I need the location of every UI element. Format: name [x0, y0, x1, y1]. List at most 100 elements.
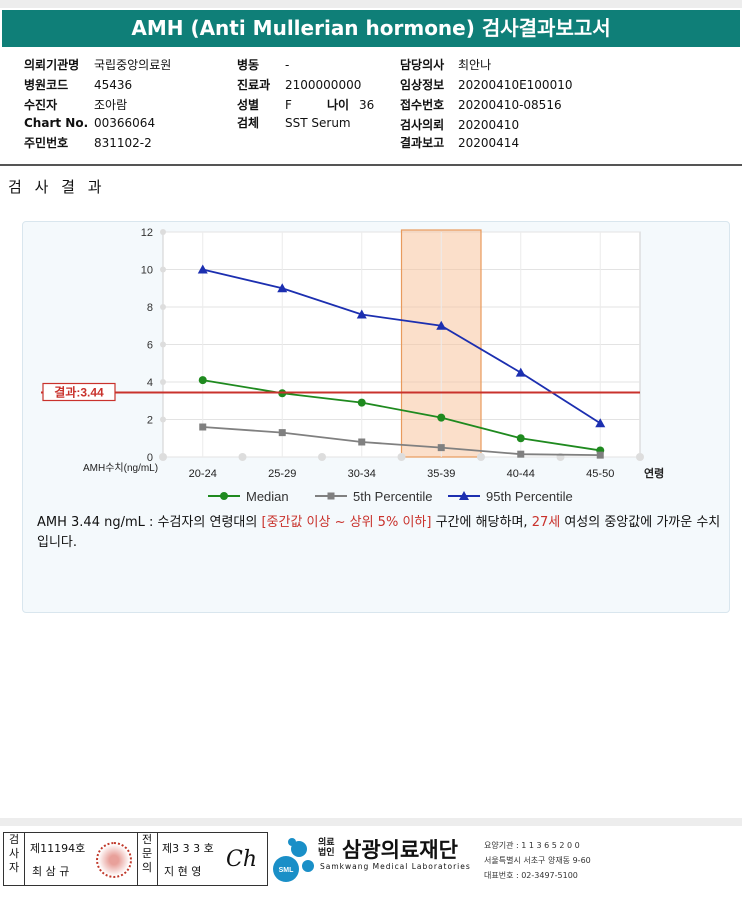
- info-value: 20200414: [458, 136, 520, 150]
- info-row: 병원코드 45436: [24, 76, 132, 93]
- y-tick-label: 0: [147, 452, 153, 464]
- data-point: [515, 367, 526, 377]
- amh-chart: 0 2 4 6 8 10 12 20-24 25-29 30-34 35-39 40-44 45-50 A…: [41, 227, 664, 504]
- examiner-number: 제11194호: [30, 842, 86, 855]
- org-contact: 요양기관 : 1 1 3 6 5 2 0 0 서울특별시 서초구 양재동 9-6…: [484, 838, 591, 883]
- x-tick-label: 40-44: [507, 468, 535, 480]
- age-label: 나이: [327, 98, 350, 112]
- info-value: 국립중앙의료원: [94, 58, 172, 72]
- info-row: 결과보고 20200414: [400, 134, 519, 151]
- info-label: 접수번호: [400, 98, 445, 112]
- result-label: 결과:3.44: [54, 385, 104, 400]
- info-label: 임상정보: [400, 78, 445, 92]
- info-label: 진료과: [237, 78, 271, 92]
- comment-text: 구간에 해당하며,: [431, 515, 532, 530]
- y-tick-dot: [160, 229, 166, 235]
- top-divider: [0, 0, 742, 8]
- info-value: 45436: [94, 78, 133, 92]
- x-tick-dot: [318, 453, 326, 461]
- info-label: 결과보고: [400, 136, 445, 150]
- y-tick-dot: [160, 304, 166, 310]
- org-type: 의료 법인: [318, 838, 340, 858]
- org-type-line: 의료: [318, 838, 335, 848]
- comment-text: AMH 3.44 ng/mL : 수검자의 연령대의: [37, 515, 262, 530]
- info-row: 검사의뢰 20200410: [400, 116, 519, 133]
- y-tick-dot: [160, 266, 166, 273]
- data-point: [357, 398, 366, 407]
- patient-info-panel: 의뢰기관명 국립중앙의료원 병원코드 45436 수진자 조아람 Chart No. 0…: [0, 50, 742, 166]
- data-point: [516, 434, 525, 443]
- age-value: 36: [359, 98, 375, 112]
- y-tick-dot: [160, 341, 166, 348]
- divider: [157, 833, 158, 885]
- footer-divider: [0, 818, 742, 826]
- info-value: 20200410-08516: [458, 98, 562, 112]
- series-line: [202, 268, 601, 425]
- x-axis-unit: 연령: [644, 466, 664, 480]
- info-row: 담당의사 최안나: [400, 56, 491, 73]
- y-tick-label: 12: [141, 227, 153, 239]
- specialist-number: 제3 3 3 호: [162, 842, 214, 855]
- data-point: [437, 413, 446, 422]
- info-label: Chart No.: [24, 116, 89, 130]
- data-point: [517, 450, 525, 458]
- data-point: [199, 423, 207, 431]
- data-point: [197, 264, 208, 274]
- divider: [137, 833, 138, 885]
- examiner-name: 최 삼 규: [32, 865, 70, 878]
- y-axis-label: AMH수치(ng/mL): [83, 462, 158, 474]
- info-row: 병동 -: [237, 56, 289, 73]
- info-row: 진료과 2100000000: [237, 76, 361, 93]
- y-tick-label: 2: [147, 415, 153, 427]
- contact-line: 요양기관 : 1 1 3 6 5 2 0 0: [484, 841, 580, 850]
- legend-label: 95th Percentile: [486, 489, 573, 504]
- info-row: 검체 SST Serum: [237, 114, 351, 131]
- contact-line: 대표번호 : 02-3497-5100: [484, 871, 578, 880]
- y-tick-label: 8: [147, 302, 153, 314]
- info-value: SST Serum: [285, 116, 351, 130]
- section-title: 검 사 결 과: [8, 178, 106, 196]
- result-label-box: [42, 382, 116, 402]
- info-row: 수진자 조아람: [24, 96, 127, 113]
- x-tick-label: 25-29: [268, 468, 296, 480]
- comment-age: 27세: [531, 515, 561, 530]
- info-label: 주민번호: [24, 136, 69, 150]
- legend-marker: [327, 492, 335, 500]
- x-tick-dot: [159, 453, 167, 461]
- info-value: 2100000000: [285, 78, 362, 92]
- info-label: 병원코드: [24, 78, 69, 92]
- data-point: [437, 444, 445, 452]
- contact-line: 서울특별시 서초구 양재동 9-60: [484, 856, 591, 865]
- info-row: Chart No. 00366064: [24, 116, 155, 130]
- x-tick-label: 30-34: [348, 468, 376, 480]
- info-value: 00366064: [94, 116, 156, 130]
- report-title: AMH (Anti Mullerian hormone) 검사결과보고서: [2, 10, 740, 47]
- x-tick-dot: [397, 453, 406, 461]
- info-label: 성별: [237, 98, 260, 112]
- data-point: [596, 451, 604, 459]
- legend-marker: [459, 491, 469, 500]
- org-type-line: 법인: [318, 848, 335, 858]
- series-line: [202, 426, 601, 457]
- info-value: 조아람: [94, 98, 128, 112]
- y-tick-dot: [160, 379, 166, 385]
- info-row: 의뢰기관명 국립중앙의료원: [24, 56, 171, 73]
- info-row: 주민번호 831102-2: [24, 134, 152, 151]
- data-point: [356, 309, 367, 319]
- info-row: 임상정보 20200410E100010: [400, 76, 572, 93]
- data-point: [277, 283, 288, 293]
- info-value: 최안나: [458, 58, 492, 72]
- logo-text: SML: [279, 867, 295, 874]
- info-label: 담당의사: [400, 58, 445, 72]
- x-tick-label: 20-24: [189, 468, 217, 480]
- info-label: 의뢰기관명: [24, 58, 80, 72]
- info-value: F: [285, 98, 292, 112]
- x-tick-label: 35-39: [427, 468, 455, 480]
- legend-marker: [220, 492, 228, 500]
- data-point: [198, 376, 207, 385]
- legend-label: Median: [246, 489, 289, 504]
- divider: [24, 833, 25, 885]
